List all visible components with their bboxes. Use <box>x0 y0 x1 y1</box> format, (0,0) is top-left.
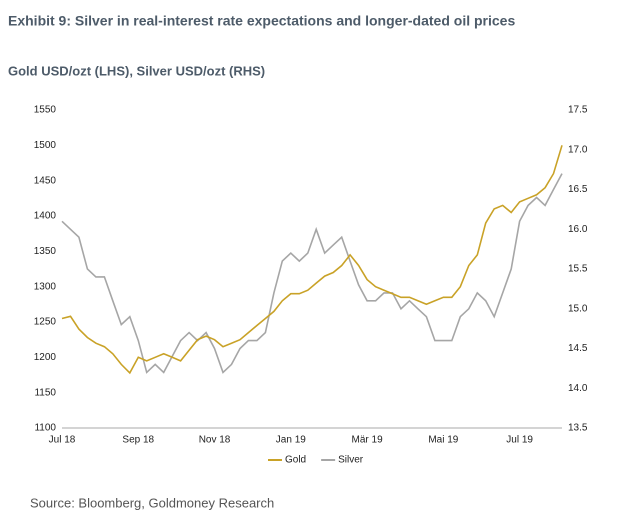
y-tick-label: 1200 <box>34 352 57 363</box>
y-tick-label: 1150 <box>34 387 56 398</box>
x-tick-label: Sep 18 <box>122 435 154 446</box>
x-tick-label: Jul 18 <box>49 435 76 446</box>
chart-title: Exhibit 9: Silver in real-interest rate … <box>8 13 515 29</box>
x-tick-label: Nov 18 <box>199 435 231 446</box>
y2-tick-label: 16.0 <box>568 224 588 235</box>
y2-tick-label: 17.0 <box>568 144 588 155</box>
y-tick-label: 1400 <box>34 211 57 222</box>
x-tick-label: Jul 19 <box>506 435 533 446</box>
source-note: Source: Bloomberg, Goldmoney Research <box>30 495 274 510</box>
y-tick-label: 1500 <box>34 140 57 151</box>
line-silver <box>61 173 563 374</box>
y2-tick-label: 16.5 <box>568 184 588 195</box>
y2-tick-label: 15.0 <box>568 303 588 314</box>
chart-subtitle: Gold USD/ozt (LHS), Silver USD/ozt (RHS) <box>8 63 265 78</box>
y-tick-label: 1250 <box>34 317 57 328</box>
y-tick-label: 1450 <box>34 175 57 186</box>
y2-tick-label: 15.5 <box>568 264 588 275</box>
y-tick-label: 1550 <box>34 105 57 116</box>
y2-tick-label: 14.0 <box>568 383 588 394</box>
y2-tick-label: 14.5 <box>568 343 588 354</box>
x-tick-label: Mai 19 <box>428 435 458 446</box>
legend-label: Gold <box>285 455 306 466</box>
y-tick-label: 1350 <box>34 246 57 257</box>
y2-tick-label: 17.5 <box>568 105 588 116</box>
y-tick-label: 1100 <box>34 423 56 434</box>
legend-label: Silver <box>338 455 364 466</box>
x-tick-label: Jan 19 <box>276 435 306 446</box>
y-tick-label: 1300 <box>34 281 57 292</box>
line-gold <box>61 145 563 375</box>
x-tick-label: Mär 19 <box>352 435 384 446</box>
y2-tick-label: 13.5 <box>568 423 588 434</box>
